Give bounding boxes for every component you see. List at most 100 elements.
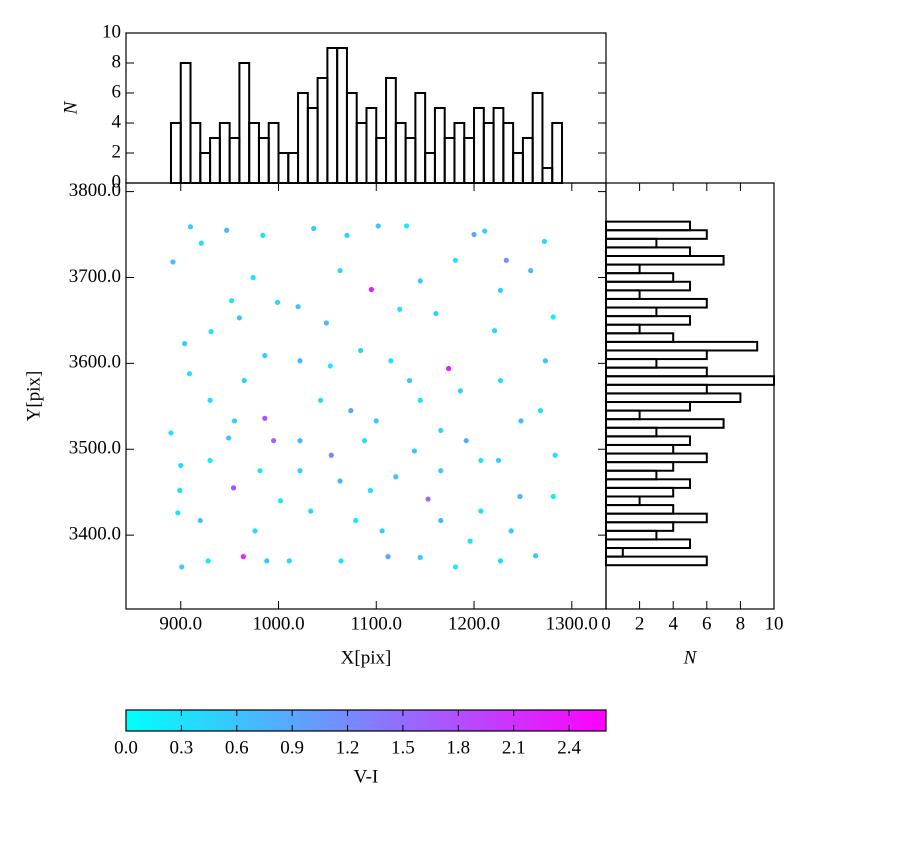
scatter-point [207,457,213,464]
axes-frame [605,182,775,610]
scatter-point [417,554,423,561]
scatter-point [542,358,548,364]
y-tick-label: 3600.0 [69,352,121,373]
scatter-point [497,287,504,293]
scatter-point [541,238,548,245]
scatter-point [236,315,243,321]
scatter-point [348,408,354,414]
scatter-point [367,487,373,494]
x-axis-label: X[pix] [341,647,392,668]
scatter-point [385,554,391,560]
colorbar-label: V-I [354,766,379,787]
scatter-point [177,487,183,494]
scatter-point [226,435,232,441]
x-tick-label: 1000.0 [252,613,304,634]
scatter-point [297,438,303,444]
scatter-point [179,564,185,570]
y-tick-label: 6 [112,81,122,102]
colorbar [125,709,607,732]
scatter-point [228,298,235,304]
scatter-point [552,452,558,458]
scatter-point [425,496,431,502]
colorbar-tick-label: 0.0 [114,737,138,758]
scatter-point [478,457,484,464]
colorbar-tick-label: 0.9 [280,737,304,758]
scatter-point [286,558,292,564]
y-tick-label: 4 [112,111,122,132]
scatter-point [550,493,556,500]
scatter-point [411,448,417,454]
scatter-point [452,257,459,263]
scatter-point [274,299,281,305]
scatter-point [446,365,452,372]
scatter-point [482,228,488,234]
scatter-point [295,304,301,310]
scatter-point [518,418,524,424]
scatter-point [230,485,237,491]
scatter-point [517,493,523,500]
scatter-point [197,517,203,524]
scatter-point [327,363,333,369]
y-axis-label: Y[pix] [23,371,44,422]
colorbar-tick-label: 2.4 [557,737,581,758]
scatter-point [262,415,268,421]
y-axis-label: N [60,100,81,115]
scatter-point [379,528,385,534]
scatter-point [205,558,211,564]
colorbar-tick-label: 0.6 [225,737,249,758]
y-tick-label: 8 [112,51,122,72]
scatter-point [457,388,463,394]
scatter-point [337,268,343,274]
scatter-point [397,306,403,312]
scatter-point [478,508,484,514]
scatter-point [264,558,270,564]
x-tick-label: 1100.0 [350,613,402,634]
scatter-point [323,320,330,326]
scatter-point [252,528,258,534]
scatter-point [438,517,444,524]
scatter-point [182,341,188,347]
y-tick-label: 3700.0 [69,266,121,287]
scatter-point [497,377,504,384]
scatter-point [297,358,303,364]
scatter-point [452,564,459,570]
scatter-point [417,397,423,403]
scatter-point [433,310,439,317]
x-tick-label: 6 [702,613,712,634]
scatter-point [187,224,194,230]
scatter-point [467,538,473,544]
scatter-point [311,225,317,232]
scatter-point [198,240,204,246]
scatter-point [170,259,176,265]
scatter-point [528,268,534,274]
scatter-point [533,553,539,559]
scatter-point [231,418,238,424]
scatter-point [358,347,364,354]
scatter-point [178,462,184,469]
x-tick-label: 4 [668,613,678,634]
scatter-point [373,418,379,424]
scatter-point [403,223,410,229]
scatter-point [317,397,324,403]
scatter-point [260,232,266,238]
scatter-point [250,274,256,281]
scatter-point [537,408,544,414]
scatter-point [438,468,444,474]
scatter-point [471,231,477,238]
scatter-point [262,353,268,359]
scatter-point [508,528,514,534]
x-tick-label: 1300.0 [546,613,598,634]
colorbar-tick-label: 1.2 [336,737,360,758]
scatter-point [344,232,350,238]
x-tick-label: 2 [635,613,645,634]
scatter-point [491,328,498,334]
x-tick-label: 10 [765,613,784,634]
scatter-point [241,377,247,384]
scatter-point [361,438,368,444]
x-axis-label: N [683,647,698,668]
scatter-point [503,257,509,263]
scatter-point [168,430,174,436]
scatter-point [337,478,343,484]
